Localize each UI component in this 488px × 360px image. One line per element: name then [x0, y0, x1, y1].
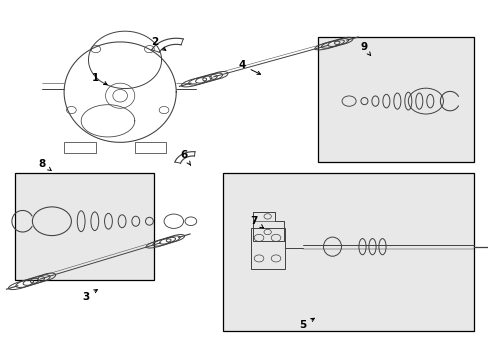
Text: 8: 8 — [39, 159, 51, 171]
Text: 4: 4 — [238, 60, 260, 74]
Bar — [15, 173, 154, 280]
Bar — [317, 37, 473, 162]
Text: 1: 1 — [92, 73, 107, 85]
Bar — [317, 37, 473, 162]
Text: 5: 5 — [299, 318, 314, 330]
Bar — [222, 173, 473, 330]
Text: 3: 3 — [82, 289, 97, 302]
Bar — [250, 228, 284, 269]
Text: 2: 2 — [150, 37, 165, 50]
Bar — [222, 173, 473, 330]
Bar — [135, 142, 166, 153]
Text: 6: 6 — [180, 150, 190, 165]
Text: 7: 7 — [250, 216, 263, 228]
Text: 9: 9 — [360, 42, 370, 55]
Bar — [15, 173, 154, 280]
Bar — [64, 142, 96, 153]
